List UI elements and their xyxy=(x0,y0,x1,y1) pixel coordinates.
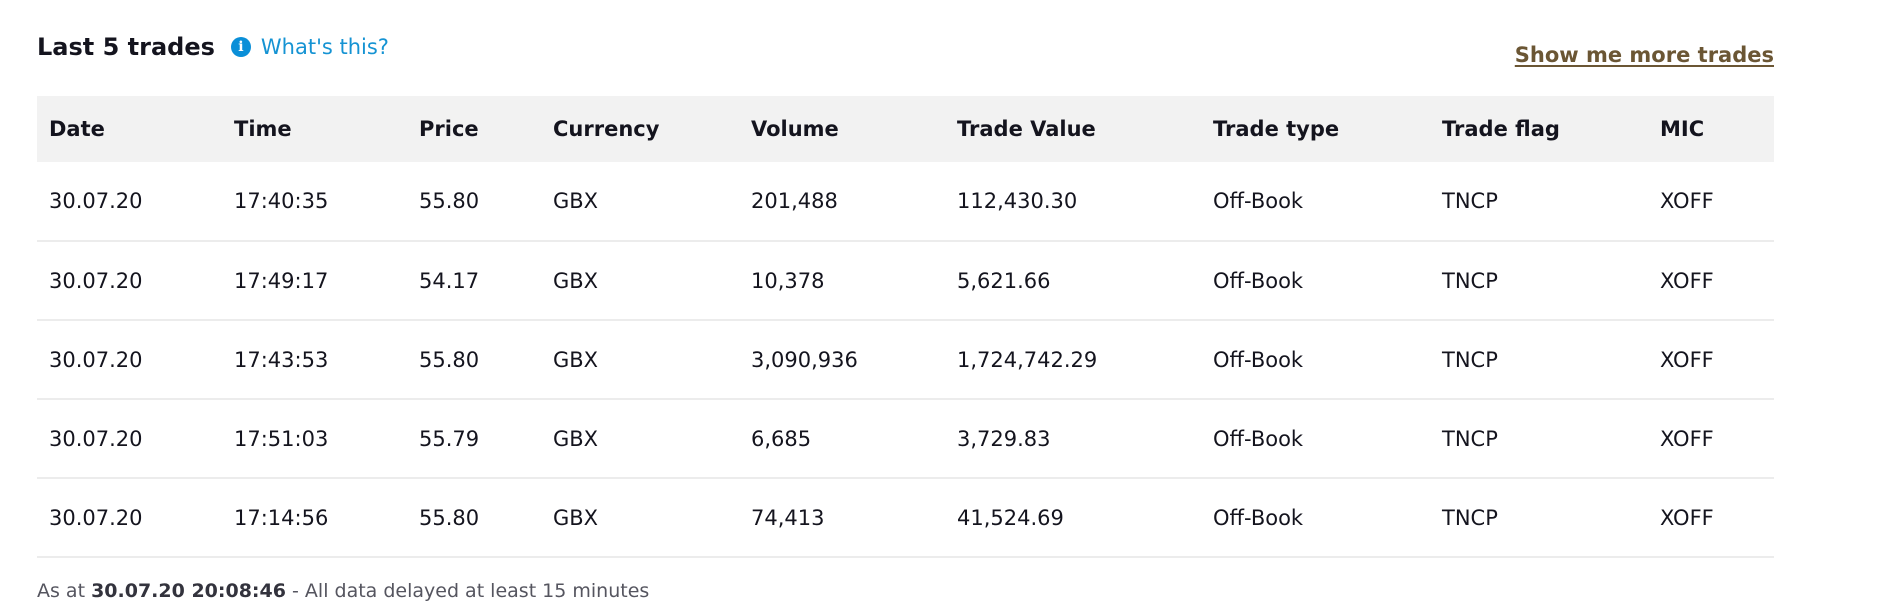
table-body: 30.07.20 17:40:35 55.80 GBX 201,488 112,… xyxy=(37,162,1774,557)
cell-trade-value: 41,524.69 xyxy=(957,505,1064,530)
cell-trade-flag: TNCP xyxy=(1442,347,1498,372)
cell-date: 30.07.20 xyxy=(49,426,143,451)
cell-mic: XOFF xyxy=(1660,426,1714,451)
show-more-trades-link[interactable]: Show me more trades xyxy=(1514,43,1774,67)
cell-price: 55.80 xyxy=(419,189,480,213)
cell-price: 55.80 xyxy=(419,505,480,530)
cell-volume: 3,090,936 xyxy=(751,347,858,372)
cell-time: 17:43:53 xyxy=(234,347,329,372)
cell-currency: GBX xyxy=(553,268,599,293)
title-row: Last 5 trades i What's this? xyxy=(37,33,389,61)
header-row: Date Time Price Currency Volume Trade Va… xyxy=(37,96,1774,162)
cell-trade-type: Off-Book xyxy=(1213,426,1304,451)
data-delay-note: As at 30.07.20 20:08:46 - All data delay… xyxy=(37,580,1774,602)
cell-price: 55.80 xyxy=(419,347,480,372)
table-header: Date Time Price Currency Volume Trade Va… xyxy=(37,96,1774,162)
cell-volume: 74,413 xyxy=(751,505,825,530)
footer-timestamp: 30.07.20 20:08:46 xyxy=(91,580,286,602)
cell-volume: 10,378 xyxy=(751,268,825,293)
cell-trade-type: Off-Book xyxy=(1213,347,1304,372)
panel-header: Last 5 trades i What's this? Show me mor… xyxy=(37,0,1774,96)
cell-currency: GBX xyxy=(553,505,599,530)
cell-trade-value: 1,724,742.29 xyxy=(957,347,1098,372)
cell-price: 55.79 xyxy=(419,426,480,451)
column-header-trade-value: Trade Value xyxy=(957,117,1096,141)
cell-currency: GBX xyxy=(553,347,599,372)
column-header-mic: MIC xyxy=(1660,117,1705,141)
cell-time: 17:49:17 xyxy=(234,268,329,293)
cell-mic: XOFF xyxy=(1660,189,1714,213)
last-trades-panel: Last 5 trades i What's this? Show me mor… xyxy=(37,0,1774,602)
cell-volume: 6,685 xyxy=(751,426,812,451)
footer-suffix: - All data delayed at least 15 minutes xyxy=(292,580,650,602)
cell-trade-type: Off-Book xyxy=(1213,268,1304,293)
column-header-volume: Volume xyxy=(751,117,839,141)
column-header-currency: Currency xyxy=(553,117,660,141)
cell-trade-flag: TNCP xyxy=(1442,426,1498,451)
cell-price: 54.17 xyxy=(419,268,480,293)
cell-trade-value: 3,729.83 xyxy=(957,426,1051,451)
table-row: 30.07.20 17:43:53 55.80 GBX 3,090,936 1,… xyxy=(37,320,1774,399)
cell-trade-flag: TNCP xyxy=(1442,189,1498,213)
cell-date: 30.07.20 xyxy=(49,347,143,372)
cell-date: 30.07.20 xyxy=(49,268,143,293)
column-header-trade-type: Trade type xyxy=(1213,117,1340,141)
column-header-trade-flag: Trade flag xyxy=(1442,117,1560,141)
cell-date: 30.07.20 xyxy=(49,505,143,530)
cell-mic: XOFF xyxy=(1660,347,1714,372)
trades-table: Date Time Price Currency Volume Trade Va… xyxy=(37,96,1774,558)
table-row: 30.07.20 17:40:35 55.80 GBX 201,488 112,… xyxy=(37,162,1774,241)
cell-trade-value: 5,621.66 xyxy=(957,268,1051,293)
cell-trade-type: Off-Book xyxy=(1213,505,1304,530)
cell-trade-value: 112,430.30 xyxy=(957,189,1078,213)
column-header-price: Price xyxy=(419,117,479,141)
whats-this-link[interactable]: i What's this? xyxy=(230,35,389,59)
table-row: 30.07.20 17:51:03 55.79 GBX 6,685 3,729.… xyxy=(37,399,1774,478)
info-icon[interactable]: i xyxy=(230,37,251,57)
cell-mic: XOFF xyxy=(1660,505,1714,530)
table-row: 30.07.20 17:14:56 55.80 GBX 74,413 41,52… xyxy=(37,478,1774,557)
cell-currency: GBX xyxy=(553,426,599,451)
footer-prefix: As at xyxy=(37,580,86,602)
cell-time: 17:51:03 xyxy=(234,426,329,451)
cell-mic: XOFF xyxy=(1660,268,1714,293)
table-row: 30.07.20 17:49:17 54.17 GBX 10,378 5,621… xyxy=(37,241,1774,320)
column-header-time: Time xyxy=(234,117,292,141)
cell-time: 17:14:56 xyxy=(234,505,329,530)
section-title: Last 5 trades xyxy=(37,33,215,61)
cell-currency: GBX xyxy=(553,189,599,213)
cell-time: 17:40:35 xyxy=(234,189,329,213)
cell-trade-type: Off-Book xyxy=(1213,189,1304,213)
cell-date: 30.07.20 xyxy=(49,189,143,213)
whats-this-label[interactable]: What's this? xyxy=(260,35,389,59)
cell-trade-flag: TNCP xyxy=(1442,505,1498,530)
cell-trade-flag: TNCP xyxy=(1442,268,1498,293)
cell-volume: 201,488 xyxy=(751,189,838,213)
column-header-date: Date xyxy=(49,117,105,141)
